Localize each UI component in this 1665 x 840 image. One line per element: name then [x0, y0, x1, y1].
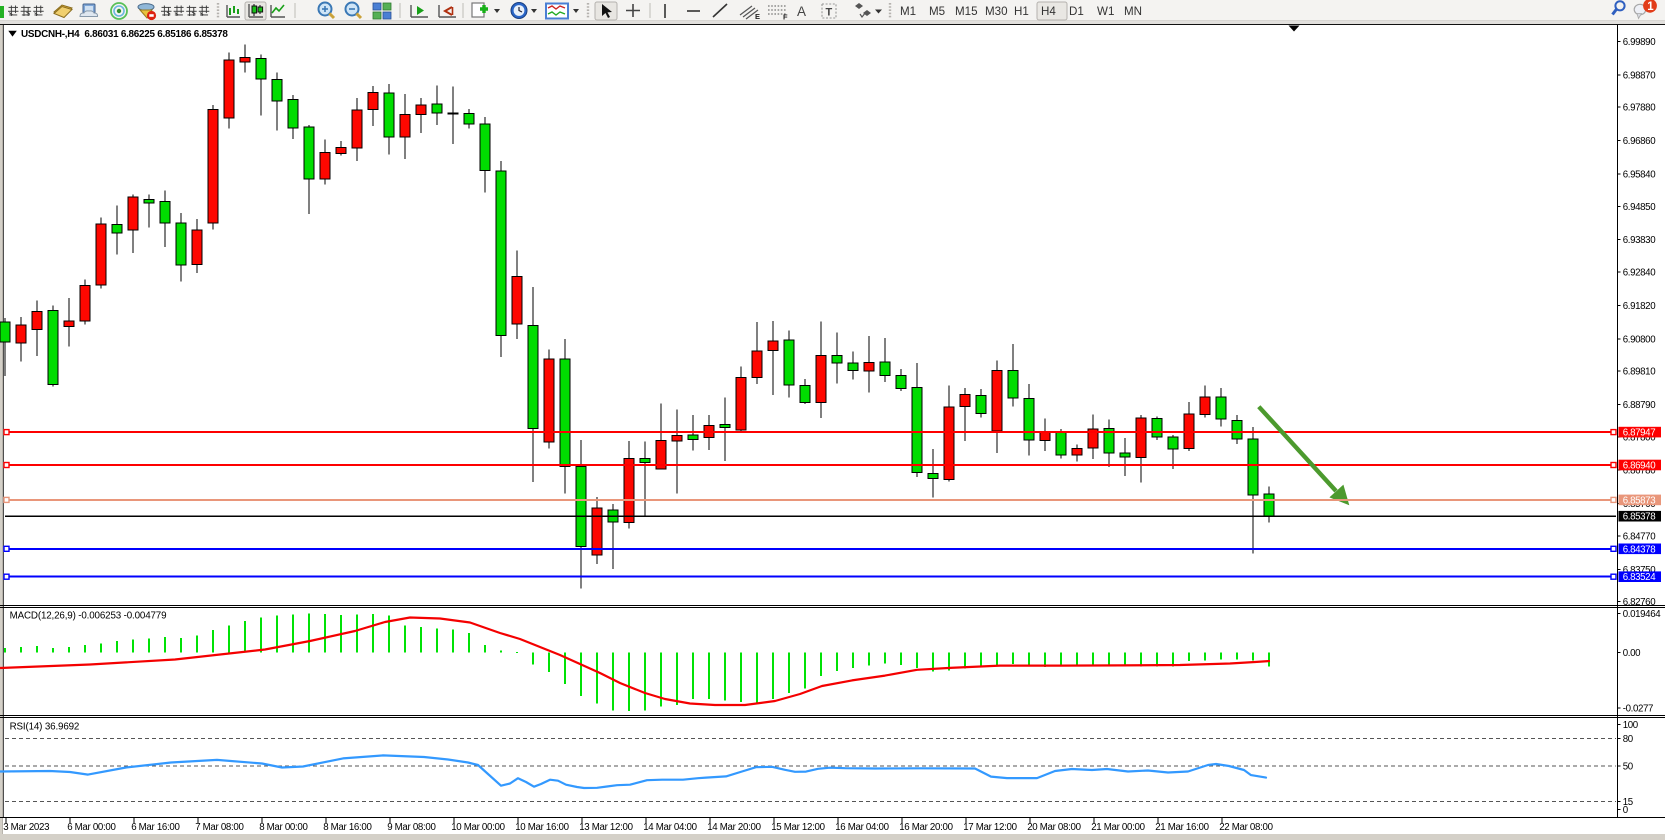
- svg-text:W1: W1: [1097, 5, 1114, 18]
- svg-text:6 Mar 00:00: 6 Mar 00:00: [67, 822, 116, 833]
- svg-text:M1: M1: [900, 5, 916, 18]
- svg-text:6.83524: 6.83524: [1623, 572, 1657, 583]
- svg-text:6.93830: 6.93830: [1623, 235, 1657, 246]
- svg-text:50: 50: [1623, 762, 1634, 773]
- svg-text:6.95840: 6.95840: [1623, 170, 1657, 181]
- svg-text:F: F: [783, 13, 788, 22]
- svg-text:6.96860: 6.96860: [1623, 136, 1657, 147]
- svg-text:H1: H1: [1014, 5, 1029, 18]
- svg-text:MACD(12,26,9) -0.006253 -0.004: MACD(12,26,9) -0.006253 -0.004779: [10, 610, 167, 621]
- svg-text:21 Mar 16:00: 21 Mar 16:00: [1155, 822, 1209, 833]
- svg-text:M30: M30: [985, 5, 1008, 18]
- svg-text:A: A: [797, 4, 806, 19]
- svg-text:10 Mar 00:00: 10 Mar 00:00: [451, 822, 505, 833]
- svg-text:8 Mar 00:00: 8 Mar 00:00: [259, 822, 308, 833]
- svg-text:0.019464: 0.019464: [1623, 609, 1662, 620]
- svg-text:7 Mar 08:00: 7 Mar 08:00: [195, 822, 244, 833]
- svg-text:D1: D1: [1069, 5, 1084, 18]
- svg-text:1: 1: [1647, 1, 1654, 13]
- svg-text:17 Mar 12:00: 17 Mar 12:00: [963, 822, 1017, 833]
- svg-text:M5: M5: [929, 5, 945, 18]
- svg-text:6.94850: 6.94850: [1623, 202, 1657, 213]
- svg-text:6.92840: 6.92840: [1623, 268, 1657, 279]
- svg-text:6.97880: 6.97880: [1623, 103, 1657, 114]
- svg-text:15: 15: [1623, 797, 1633, 808]
- svg-text:6.82760: 6.82760: [1623, 597, 1657, 608]
- svg-text:M15: M15: [955, 5, 978, 18]
- svg-text:0: 0: [1623, 805, 1629, 816]
- svg-text:6.98870: 6.98870: [1623, 70, 1657, 81]
- svg-text:USDCNH-,H4 6.86031 6.86225 6.: USDCNH-,H4 6.86031 6.86225 6.85186 6.853…: [21, 29, 228, 40]
- svg-text:6.87947: 6.87947: [1623, 428, 1656, 439]
- svg-text:8 Mar 16:00: 8 Mar 16:00: [323, 822, 372, 833]
- svg-text:6.85873: 6.85873: [1623, 495, 1656, 506]
- svg-text:RSI(14) 36.9692: RSI(14) 36.9692: [10, 722, 80, 733]
- svg-text:15 Mar 12:00: 15 Mar 12:00: [771, 822, 825, 833]
- svg-text:T: T: [826, 7, 833, 19]
- svg-text:21 Mar 00:00: 21 Mar 00:00: [1091, 822, 1145, 833]
- svg-text:0.00: 0.00: [1623, 648, 1641, 659]
- svg-text:6.84770: 6.84770: [1623, 532, 1657, 543]
- svg-text:20 Mar 08:00: 20 Mar 08:00: [1027, 822, 1081, 833]
- svg-text:100: 100: [1623, 720, 1639, 731]
- svg-text:10 Mar 16:00: 10 Mar 16:00: [515, 822, 569, 833]
- svg-text:6.84378: 6.84378: [1623, 544, 1656, 555]
- svg-text:3 Mar 2023: 3 Mar 2023: [3, 822, 49, 833]
- svg-text:6.86940: 6.86940: [1623, 461, 1657, 472]
- svg-text:6 Mar 16:00: 6 Mar 16:00: [131, 822, 180, 833]
- svg-text:H4: H4: [1041, 5, 1056, 18]
- svg-text:80: 80: [1623, 734, 1634, 745]
- svg-text:6.83750: 6.83750: [1623, 565, 1657, 576]
- svg-text:9 Mar 08:00: 9 Mar 08:00: [387, 822, 436, 833]
- svg-text:14 Mar 04:00: 14 Mar 04:00: [643, 822, 697, 833]
- svg-text:6.99890: 6.99890: [1623, 37, 1657, 48]
- svg-text:6.85378: 6.85378: [1623, 512, 1656, 523]
- svg-text:16 Mar 04:00: 16 Mar 04:00: [835, 822, 889, 833]
- svg-text:6.90800: 6.90800: [1623, 334, 1657, 345]
- svg-text:16 Mar 20:00: 16 Mar 20:00: [899, 822, 953, 833]
- svg-text:6.86780: 6.86780: [1623, 466, 1657, 477]
- svg-text:22 Mar 08:00: 22 Mar 08:00: [1219, 822, 1273, 833]
- svg-text:6.91820: 6.91820: [1623, 301, 1657, 312]
- svg-text:6.87800: 6.87800: [1623, 432, 1657, 443]
- svg-text:-0.0277: -0.0277: [1623, 703, 1653, 714]
- svg-text:MN: MN: [1124, 5, 1142, 18]
- svg-text:13 Mar 12:00: 13 Mar 12:00: [579, 822, 633, 833]
- svg-text:E: E: [755, 12, 760, 21]
- svg-text:14 Mar 20:00: 14 Mar 20:00: [707, 822, 761, 833]
- svg-text:6.89810: 6.89810: [1623, 367, 1657, 378]
- svg-text:6.88790: 6.88790: [1623, 400, 1657, 411]
